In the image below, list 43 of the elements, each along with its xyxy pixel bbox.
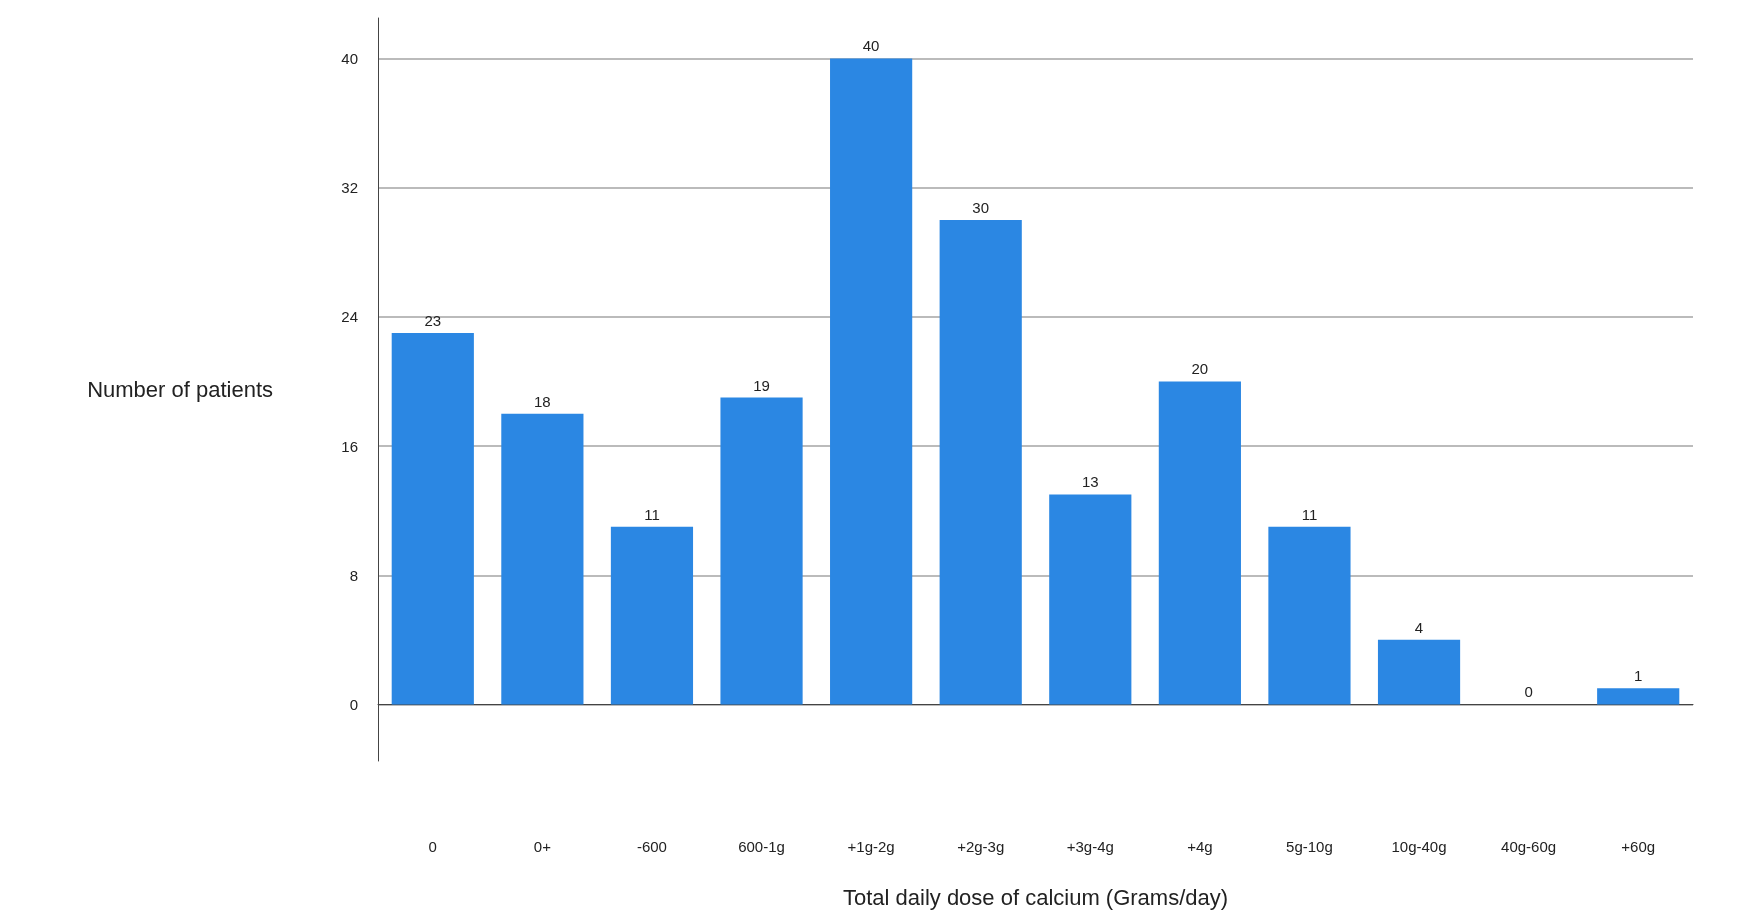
data-label: 11 (1301, 505, 1318, 523)
data-label: 18 (534, 392, 551, 410)
y-tick-label: 24 (341, 308, 358, 326)
y-tick-label: 0 (349, 695, 358, 713)
bar (720, 397, 803, 705)
x-tick-label: +4g (1187, 838, 1213, 855)
x-axis-title: Total daily dose of calcium (Grams/day) (842, 884, 1229, 910)
data-label: 0 (1524, 683, 1533, 701)
bar (1597, 688, 1680, 705)
y-tick-label: 32 (341, 179, 358, 197)
x-tick-label: 0+ (533, 838, 552, 855)
bar (1158, 381, 1241, 705)
data-label: 4 (1414, 618, 1424, 636)
y-axis-title: Number of patients (87, 377, 273, 402)
x-tick-label: -600 (636, 838, 667, 855)
bar (1377, 639, 1461, 705)
bar (391, 332, 474, 705)
y-tick-label: 16 (341, 437, 358, 455)
bar (501, 413, 584, 705)
bar (610, 526, 694, 705)
x-tick-label: 0 (428, 838, 437, 855)
bar (830, 58, 913, 705)
y-tick-label: 8 (349, 566, 358, 584)
x-tick-label: +3g-4g (1066, 838, 1114, 855)
x-tick-label: +2g-3g (957, 838, 1005, 855)
bar (1049, 494, 1132, 705)
bar (939, 219, 1022, 705)
data-label: 40 (862, 37, 880, 55)
x-tick-label: +1g-2g (847, 838, 895, 855)
x-tick-label: +60g (1621, 838, 1656, 855)
x-tick-label: 40g-60g (1501, 838, 1557, 855)
data-label: 11 (644, 505, 660, 523)
y-tick-label: 40 (341, 49, 358, 67)
data-label: 13 (1081, 473, 1099, 491)
bar (1268, 526, 1351, 705)
data-label: 1 (1634, 667, 1643, 685)
data-label: 30 (972, 198, 990, 216)
x-tick-label: 600-1g (738, 838, 785, 855)
data-label: 19 (753, 376, 770, 394)
x-tick-label: 5g-10g (1286, 838, 1333, 855)
data-label: 23 (424, 311, 442, 329)
x-tick-label: 10g-40g (1391, 838, 1447, 855)
data-label: 20 (1191, 360, 1209, 378)
